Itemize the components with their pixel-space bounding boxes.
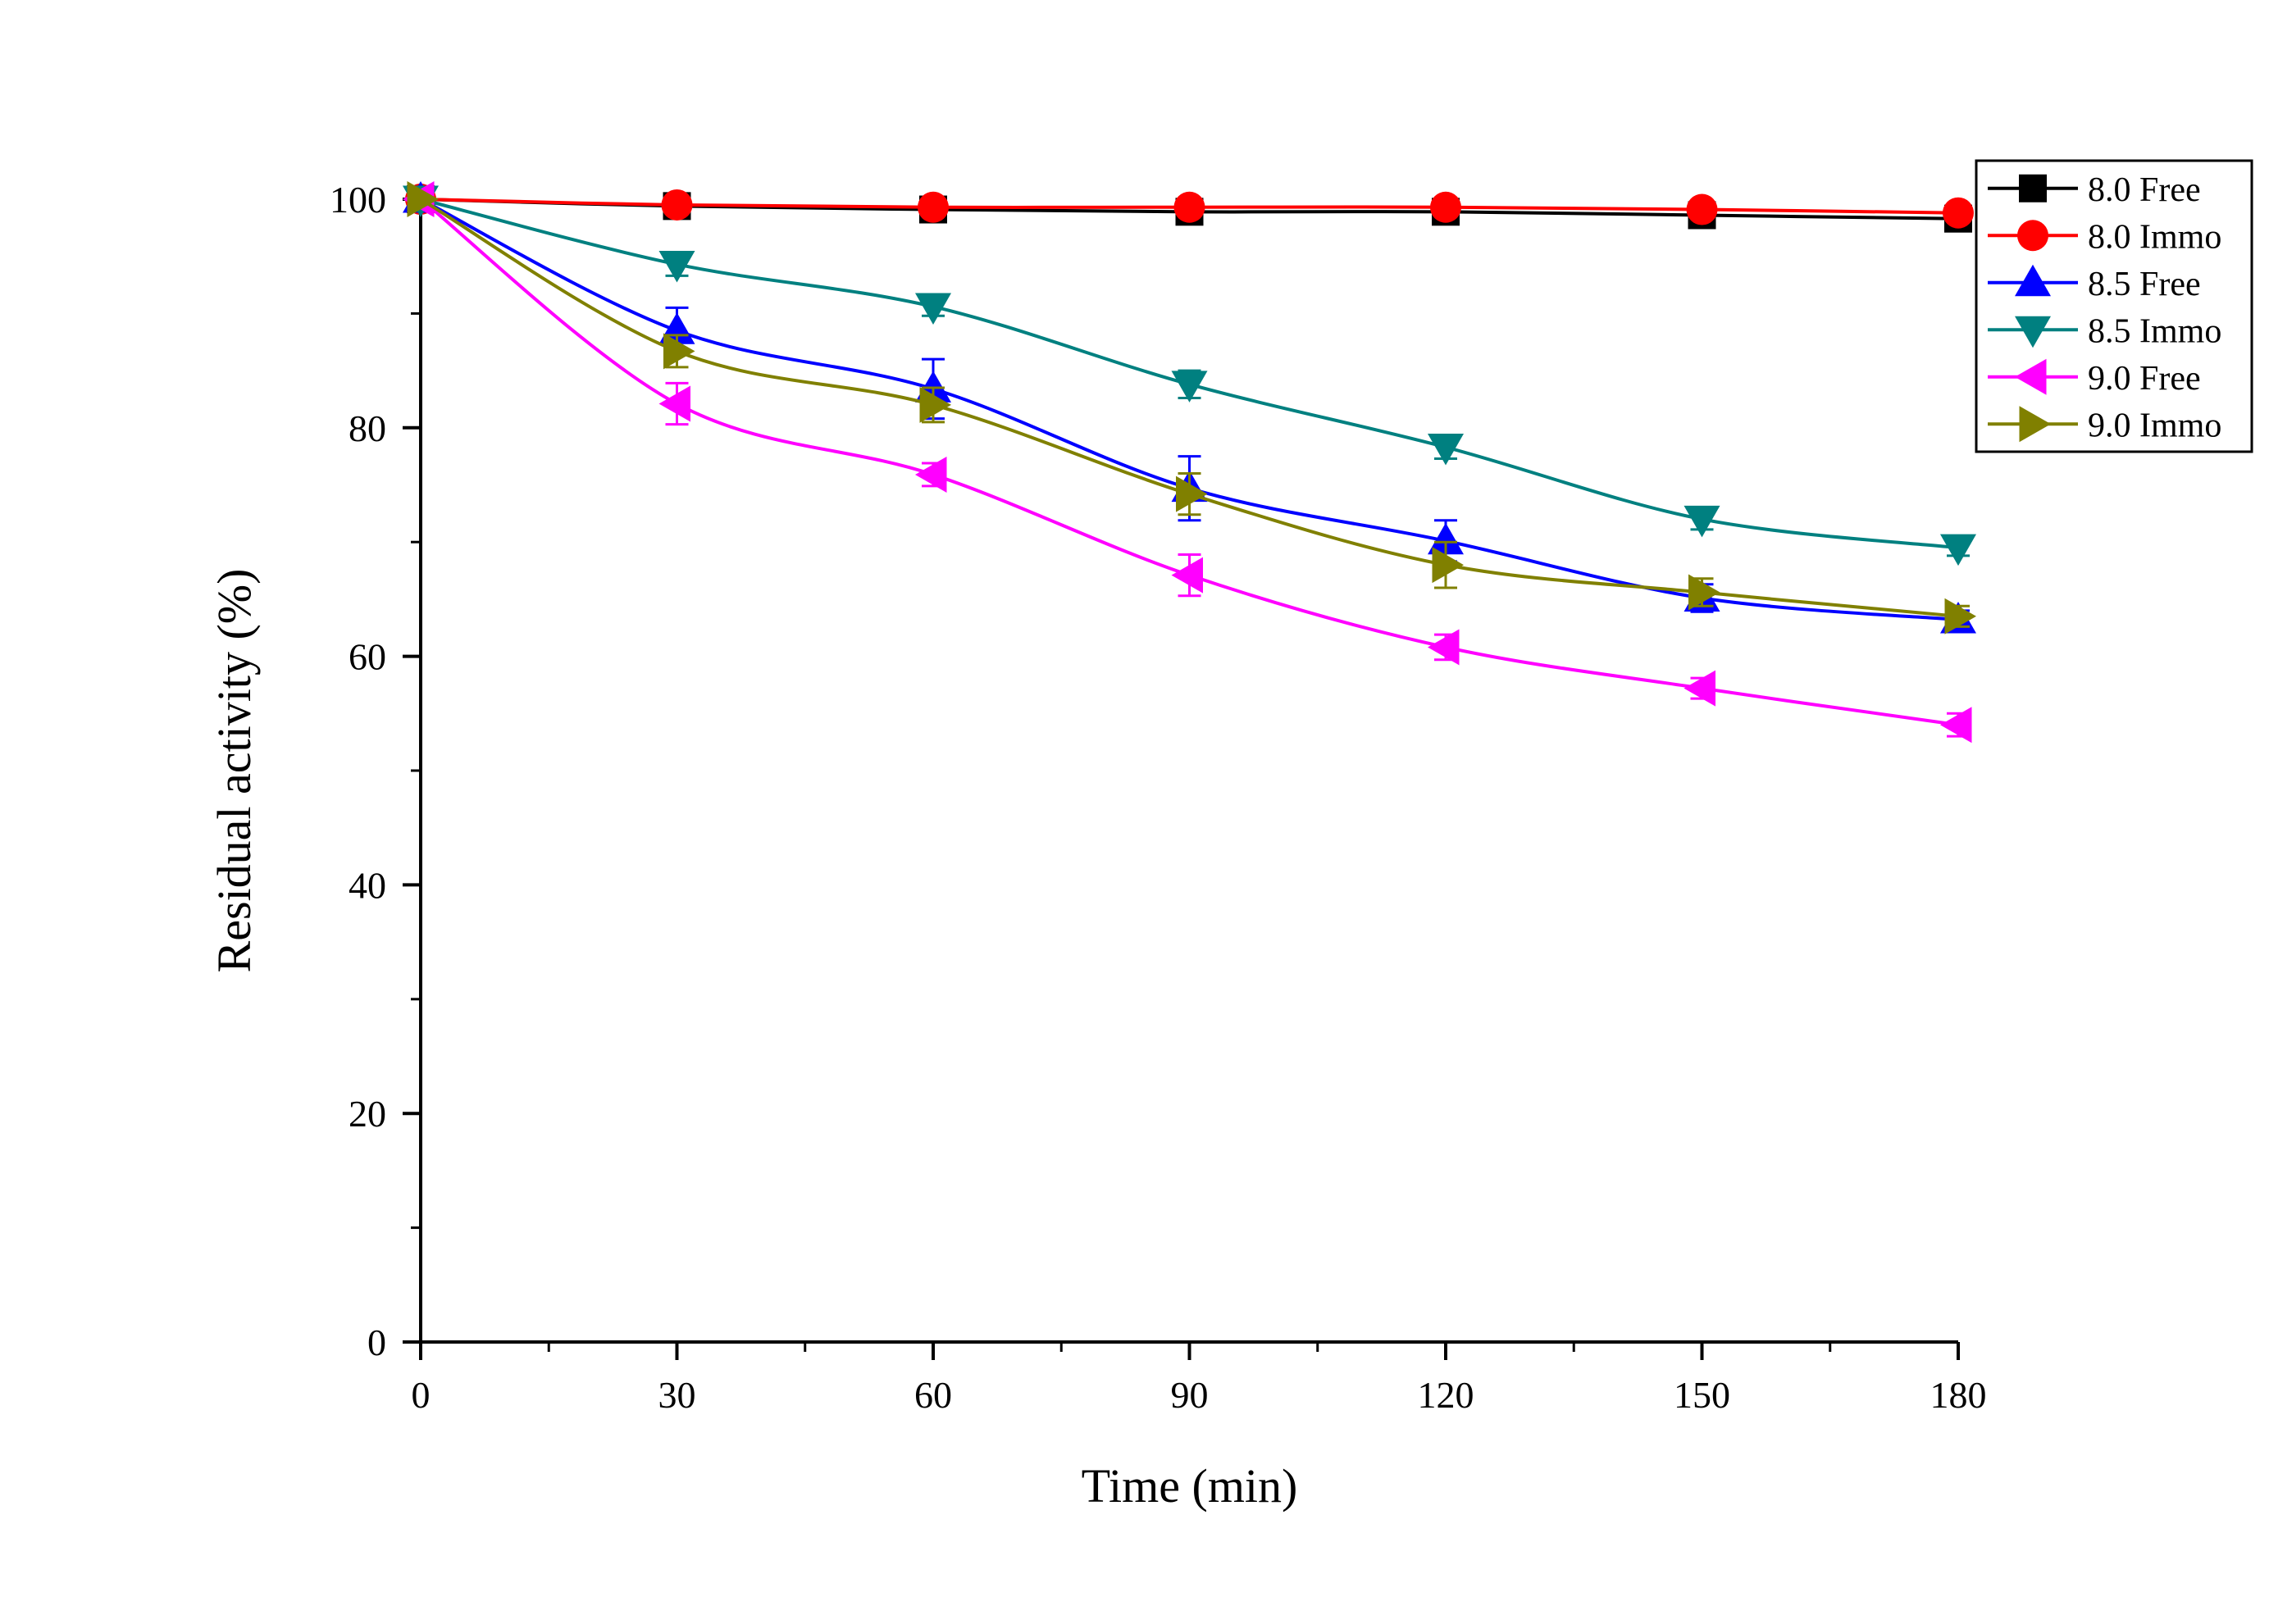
series-layer <box>403 181 1976 744</box>
legend-label: 8.5 Free <box>2088 266 2201 303</box>
legend-label: 8.0 Immo <box>2088 218 2221 256</box>
legend-label: 8.5 Immo <box>2088 312 2221 350</box>
legend: 8.0 Free 8.0 Immo 8.5 Free 8.5 Immo 9.0 Free… <box>1975 159 2253 453</box>
data-point <box>1940 534 1976 566</box>
series-9-0-immo <box>407 181 1976 635</box>
legend-marker <box>2015 264 2051 297</box>
data-point <box>1430 191 1461 223</box>
data-point <box>1432 547 1464 584</box>
y-tick-label: 80 <box>349 407 386 449</box>
data-point <box>1684 505 1720 538</box>
legend-box <box>1975 159 2253 453</box>
data-point <box>661 189 693 221</box>
x-tick-label: 30 <box>658 1374 696 1416</box>
data-point <box>663 333 695 370</box>
data-point <box>1171 557 1203 594</box>
data-point <box>658 385 690 422</box>
x-tick-label: 60 <box>914 1374 952 1416</box>
legend-label: 8.0 Free <box>2088 171 2201 209</box>
legend-marker <box>2015 316 2051 348</box>
data-point <box>1176 475 1208 512</box>
data-point <box>1173 191 1205 223</box>
y-tick-label: 40 <box>349 864 386 906</box>
x-tick-label: 0 <box>412 1374 431 1416</box>
axes: 0 30 60 90 120 150 180 0 20 40 60 80 100 <box>330 179 1987 1416</box>
data-point <box>1686 193 1718 225</box>
data-point <box>918 191 949 223</box>
legend-marker <box>2019 406 2051 443</box>
x-tick-label: 150 <box>1674 1374 1730 1416</box>
y-tick-label: 60 <box>349 636 386 678</box>
data-point <box>1171 371 1208 403</box>
series-8-0-immo <box>405 184 1974 229</box>
data-point <box>1428 522 1464 555</box>
legend-label: 9.0 Free <box>2088 360 2201 398</box>
data-point <box>1428 629 1460 666</box>
y-tick-label: 100 <box>330 179 386 221</box>
data-point <box>1684 670 1715 707</box>
y-axis-title: Residual activity (%) <box>207 569 261 973</box>
legend-marker <box>2019 174 2047 202</box>
data-point <box>1940 707 1972 744</box>
data-point <box>915 293 951 325</box>
y-tick-label: 0 <box>367 1321 386 1363</box>
legend-label: 9.0 Immo <box>2088 407 2221 444</box>
x-tick-label: 180 <box>1930 1374 1987 1416</box>
data-point <box>658 250 695 283</box>
data-point <box>1943 197 1974 229</box>
legend-marker <box>2015 358 2047 395</box>
data-point <box>1688 574 1720 611</box>
x-axis-title: Time (min) <box>1082 1459 1298 1513</box>
data-point <box>1428 433 1464 466</box>
data-point <box>915 456 947 493</box>
y-tick-label: 20 <box>349 1093 386 1135</box>
x-tick-label: 90 <box>1171 1374 1209 1416</box>
data-point <box>919 386 951 423</box>
data-point <box>407 181 439 217</box>
legend-marker <box>2017 220 2048 252</box>
x-tick-label: 120 <box>1418 1374 1474 1416</box>
data-point <box>1944 598 1976 635</box>
